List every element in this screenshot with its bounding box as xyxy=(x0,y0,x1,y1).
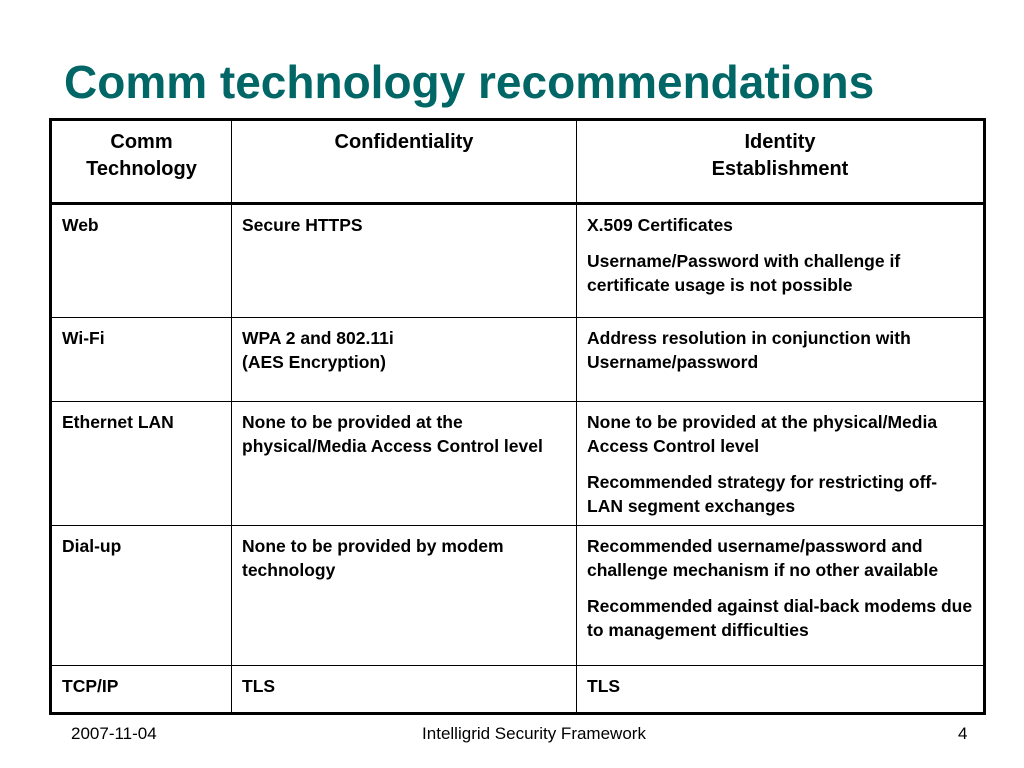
table-row: Dial-up None to be provided by modem tec… xyxy=(50,525,985,666)
identity-cell: TLS xyxy=(576,665,985,714)
table-row: Web Secure HTTPS X.509 Certificates User… xyxy=(50,203,985,318)
technology-cell: Dial-up xyxy=(50,525,232,666)
technology-cell: Web xyxy=(50,203,232,318)
identity-paragraph: Recommended username/password and challe… xyxy=(587,536,939,580)
identity-paragraph: Username/Password with challenge if cert… xyxy=(587,251,901,295)
confidentiality-cell: WPA 2 and 802.11i (AES Encryption) xyxy=(231,317,577,402)
recommendations-table: Comm Technology Confidentiality Identity… xyxy=(49,118,986,715)
header-identity-establishment: Identity Establishment xyxy=(576,119,985,205)
identity-paragraph: TLS xyxy=(587,676,621,696)
technology-cell: TCP/IP xyxy=(50,665,232,714)
header-row: Comm Technology Confidentiality Identity… xyxy=(50,119,985,205)
technology-cell: Ethernet LAN xyxy=(50,401,232,526)
identity-cell: Address resolution in conjunction with U… xyxy=(576,317,985,402)
identity-cell: X.509 Certificates Username/Password wit… xyxy=(576,203,985,318)
identity-paragraph: Recommended against dial-back modems due… xyxy=(587,596,973,640)
confidentiality-cell: TLS xyxy=(231,665,577,714)
identity-paragraph: Address resolution in conjunction with U… xyxy=(587,328,911,372)
table-row: TCP/IP TLS TLS xyxy=(50,665,985,714)
table-row: Ethernet LAN None to be provided at the … xyxy=(50,401,985,526)
identity-cell: None to be provided at the physical/Medi… xyxy=(576,401,985,526)
header-confidentiality: Confidentiality xyxy=(231,119,577,205)
identity-paragraph: X.509 Certificates xyxy=(587,215,733,235)
footer-date: 2007-11-04 xyxy=(71,724,157,743)
identity-paragraph: Recommended strategy for restricting off… xyxy=(587,472,938,516)
header-comm-technology: Comm Technology xyxy=(50,119,232,205)
identity-cell: Recommended username/password and challe… xyxy=(576,525,985,666)
slide-title: Comm technology recommendations xyxy=(64,56,875,108)
footer-presentation-title: Intelligrid Security Framework xyxy=(422,724,646,743)
confidentiality-cell: Secure HTTPS xyxy=(231,203,577,318)
table-row: Wi-Fi WPA 2 and 802.11i (AES Encryption)… xyxy=(50,317,985,402)
technology-cell: Wi-Fi xyxy=(50,317,232,402)
footer-page-number: 4 xyxy=(958,724,968,743)
identity-paragraph: None to be provided at the physical/Medi… xyxy=(587,412,938,456)
confidentiality-cell: None to be provided at the physical/Medi… xyxy=(231,401,577,526)
confidentiality-cell: None to be provided by modem technology xyxy=(231,525,577,666)
